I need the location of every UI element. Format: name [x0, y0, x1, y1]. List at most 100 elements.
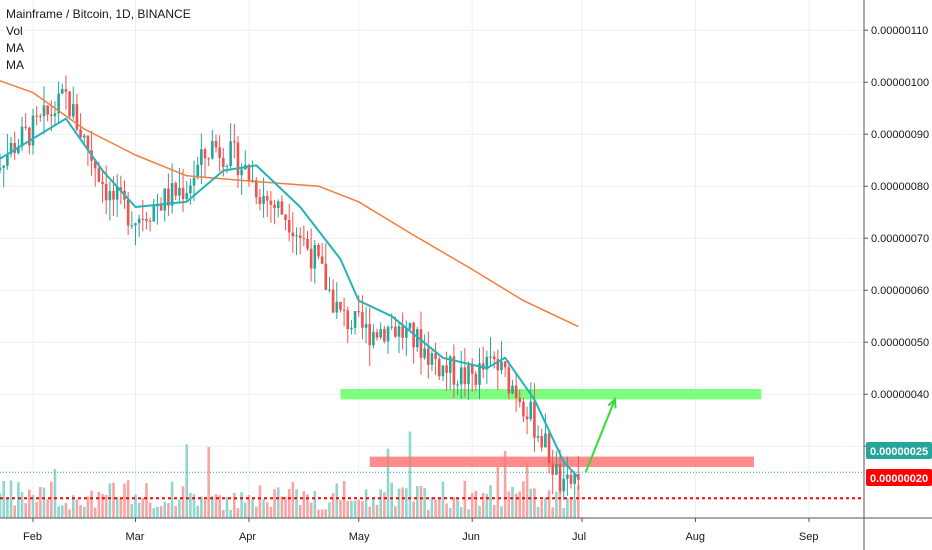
volume-bar: [383, 492, 386, 518]
x-tick-label: May: [349, 531, 370, 543]
candle-body: [298, 235, 302, 238]
candle-body: [562, 478, 565, 492]
candle-body: [119, 187, 123, 191]
volume-bar: [6, 497, 9, 518]
candle-body: [159, 205, 163, 211]
candle-body: [93, 160, 97, 169]
volume-bar: [75, 499, 79, 518]
candle-body: [496, 359, 500, 371]
candle-body: [555, 463, 558, 475]
volume-bar: [394, 506, 397, 518]
candle-body: [79, 129, 82, 138]
candle-body: [60, 89, 64, 94]
volume-bar: [134, 494, 137, 518]
volume-bar: [437, 498, 441, 518]
y-tick-label: 0.00000080: [871, 181, 929, 193]
volume-bar: [273, 489, 276, 518]
volume-bar: [233, 492, 236, 518]
projection-arrow-head: [607, 397, 617, 409]
candle-body: [115, 187, 119, 200]
candle-body: [137, 218, 141, 224]
volume-bar: [463, 480, 467, 518]
candle-body: [551, 463, 555, 475]
resistance-zone: [340, 389, 762, 400]
volume-bar: [452, 497, 456, 518]
candle-body: [104, 184, 108, 201]
candle-body: [24, 126, 27, 128]
candle-body: [470, 365, 474, 374]
volume-bar: [141, 498, 145, 518]
ma-indicator-label-1[interactable]: MA: [6, 41, 24, 55]
candle-body: [17, 146, 20, 153]
volume-bar: [364, 489, 368, 518]
volume-bar: [2, 480, 6, 518]
ma-indicator-label-2[interactable]: MA: [6, 58, 24, 72]
candle-body: [522, 402, 525, 417]
candle-body: [68, 91, 71, 117]
volume-bar: [306, 494, 309, 518]
candle-body: [167, 188, 170, 206]
candle-body: [405, 328, 408, 338]
candle-body: [441, 365, 445, 377]
candle-body: [178, 187, 181, 196]
candle-body: [35, 115, 38, 117]
volume-bar: [525, 462, 529, 518]
price-axis: 0.00000110 0.00000100 0.00000090 0.00000080…: [863, 0, 929, 550]
candle-body: [141, 218, 145, 220]
candle-body: [280, 201, 284, 215]
volume-bar: [0, 493, 2, 518]
candle-body: [386, 327, 390, 342]
symbol-title[interactable]: Mainframe / Bitcoin, 1D, BINANCE: [6, 7, 191, 21]
volume-bar: [331, 493, 335, 518]
candle-body: [445, 365, 448, 373]
chart-legend: Mainframe / Bitcoin, 1D, BINANCE Vol MA …: [6, 6, 191, 74]
volume-bar: [50, 481, 53, 518]
volume-bar: [342, 480, 346, 518]
volume-bar: [500, 506, 503, 518]
volume-bar: [185, 444, 189, 518]
volume-bar: [203, 499, 207, 518]
volume-bar: [295, 489, 298, 518]
candle-body: [419, 329, 423, 358]
candle-body: [39, 116, 42, 118]
candle-body: [361, 312, 364, 328]
candle-body: [514, 385, 518, 398]
candle-body: [222, 157, 225, 167]
candle-body: [456, 384, 459, 386]
candle-body: [233, 141, 236, 143]
volume-bar: [485, 493, 489, 518]
moving-averages: [0, 80, 580, 479]
volume-bar: [558, 487, 562, 518]
candle-body: [0, 167, 2, 170]
candle-body: [375, 332, 379, 338]
candle-body: [112, 191, 115, 200]
volume-bar: [379, 489, 382, 518]
candle-body: [302, 237, 306, 239]
volume-bar: [291, 482, 295, 518]
volume-bar: [298, 504, 302, 518]
candle-body: [320, 256, 324, 264]
volume-bar: [262, 499, 265, 518]
volume-bar: [200, 496, 203, 518]
candle-body: [108, 191, 112, 201]
volume-bar: [82, 506, 86, 518]
volume-bar: [317, 509, 320, 518]
volume-bar: [90, 490, 93, 518]
volume-bar: [207, 447, 210, 518]
volume-indicator-label[interactable]: Vol: [6, 24, 23, 38]
candle-body: [467, 365, 470, 385]
candle-body: [236, 142, 240, 176]
candle-body: [214, 141, 218, 148]
candle-body: [229, 141, 232, 167]
volume-bar: [401, 487, 404, 518]
candle-body: [463, 367, 467, 385]
candle-body: [397, 326, 401, 337]
volume-bar: [211, 496, 214, 518]
volume-bar: [335, 483, 339, 518]
volume-bar: [108, 483, 112, 518]
volume-bar: [547, 490, 551, 518]
volume-bar: [225, 497, 229, 518]
candle-body: [372, 332, 375, 346]
candle-body: [97, 168, 101, 182]
